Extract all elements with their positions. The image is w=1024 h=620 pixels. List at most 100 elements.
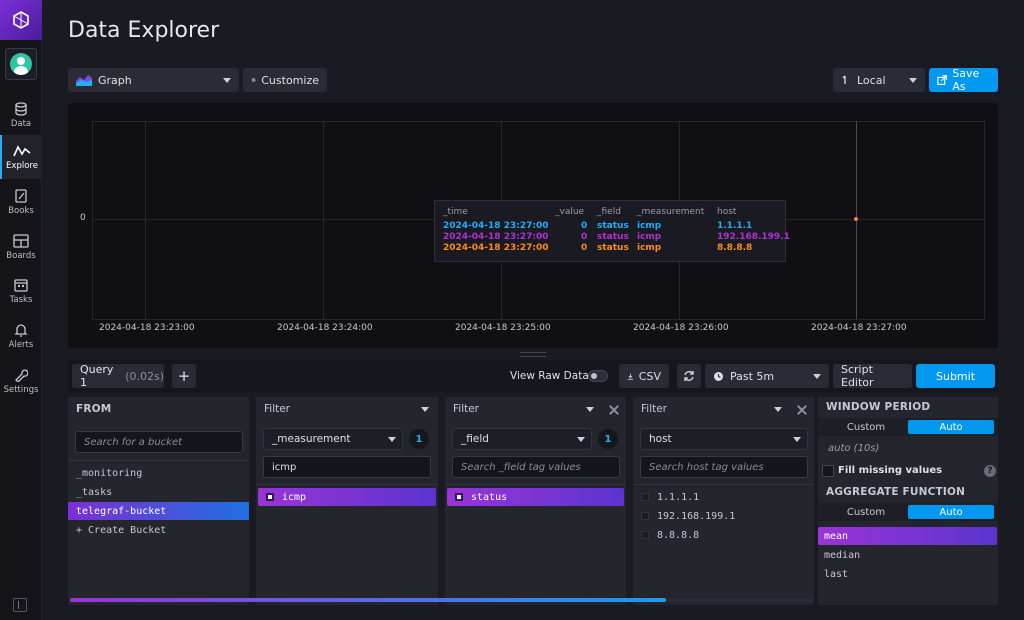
create-bucket-link[interactable]: + Create Bucket xyxy=(76,524,167,536)
resize-handle[interactable] xyxy=(520,352,546,357)
avatar-icon xyxy=(10,53,32,75)
fill-missing-checkbox[interactable] xyxy=(822,465,834,477)
filter-panel: Filter host Search host tag values 1.1.1… xyxy=(633,397,814,605)
auto-option[interactable]: Auto xyxy=(908,505,994,519)
export-icon xyxy=(937,75,948,85)
filter-value-selected[interactable]: icmp xyxy=(258,488,436,506)
add-query-button[interactable]: + xyxy=(172,364,196,388)
nav-item-explore[interactable]: Explore xyxy=(0,135,42,179)
filter-value-selected[interactable]: status xyxy=(447,488,624,506)
notebook-icon xyxy=(15,188,27,203)
filter-value-label: status xyxy=(471,491,508,503)
time-range-dropdown[interactable]: Past 5m xyxy=(705,364,829,388)
tooltip-host: 192.168.199.1 xyxy=(717,232,790,242)
filter-search-input[interactable]: Search _field tag values xyxy=(452,456,620,478)
custom-option[interactable]: Custom xyxy=(846,421,886,433)
save-as-button[interactable]: Save As xyxy=(929,67,998,93)
tooltip-field: status xyxy=(597,232,629,242)
filter-value[interactable]: 8.8.8.8 xyxy=(633,526,814,544)
nav-item-data[interactable]: Data xyxy=(0,93,42,137)
nav-label: Tasks xyxy=(9,294,33,305)
function-item[interactable]: median xyxy=(824,549,861,561)
database-icon xyxy=(15,101,27,116)
query-name: Query 1 xyxy=(80,363,114,389)
filter-key-dropdown[interactable]: _measurement xyxy=(263,428,403,450)
timezone-dropdown[interactable]: Local xyxy=(833,68,925,92)
tooltip-time: 2024-04-18 23:27:00 xyxy=(443,243,549,253)
dashboard-icon xyxy=(13,233,29,248)
nav-item-tasks[interactable]: Tasks xyxy=(0,269,42,313)
save-as-label: Save As xyxy=(952,67,980,93)
filter-key: _field xyxy=(461,433,489,445)
grid-line xyxy=(92,121,984,122)
page-title: Data Explorer xyxy=(68,18,220,43)
nav-item-settings[interactable]: Settings xyxy=(0,359,42,403)
left-nav: Data Explore Books Boards Tasks Alerts S… xyxy=(0,0,42,620)
nav-item-boards[interactable]: Boards xyxy=(0,225,42,269)
auto-option[interactable]: Auto xyxy=(908,420,994,434)
data-point xyxy=(854,217,858,221)
submit-button[interactable]: Submit xyxy=(916,364,995,388)
filter-value[interactable]: 192.168.199.1 xyxy=(633,507,814,525)
from-header: FROM xyxy=(76,403,112,415)
help-icon[interactable]: ? xyxy=(984,465,996,477)
grid-line xyxy=(92,121,93,319)
function-item[interactable]: last xyxy=(824,568,849,580)
graph-type-dropdown[interactable]: Graph xyxy=(68,68,239,92)
customize-button[interactable]: Customize xyxy=(243,68,327,92)
x-tick-label: 2024-04-18 23:23:00 xyxy=(99,323,195,333)
divider xyxy=(633,484,814,485)
graph-panel[interactable]: 0 2024-04-18 23:23:00 2024-04-18 23:24:0… xyxy=(68,103,998,348)
graph-type-label: Graph xyxy=(98,73,132,87)
graph-tooltip: _time _value _field _measurement host 20… xyxy=(434,200,790,262)
divider xyxy=(445,484,626,485)
scrollbar-thumb[interactable] xyxy=(70,598,666,602)
filter-search-input[interactable]: Search host tag values xyxy=(640,456,808,478)
query-tab[interactable]: Query 1 (0.02s) xyxy=(72,363,164,389)
gear-icon xyxy=(251,78,256,82)
bucket-item[interactable]: _tasks xyxy=(76,486,113,498)
influx-logo-icon[interactable] xyxy=(0,0,42,40)
filter-header: Filter xyxy=(264,403,291,415)
nav-label: Alerts xyxy=(8,339,34,350)
chevron-down-icon xyxy=(388,437,396,442)
bucket-item-selected[interactable]: telegraf-bucket xyxy=(68,502,249,520)
collapse-nav-icon[interactable] xyxy=(13,598,27,612)
x-tick-label: 2024-04-18 23:27:00 xyxy=(811,323,907,333)
nav-label: Boards xyxy=(6,250,36,261)
filter-value-label: 1.1.1.1 xyxy=(657,491,700,503)
chevron-down-icon xyxy=(793,437,801,442)
csv-label: CSV xyxy=(638,369,661,383)
auto-period-value: auto (10s) xyxy=(828,443,880,454)
filter-key-dropdown[interactable]: host xyxy=(640,428,808,450)
chevron-down-icon[interactable] xyxy=(774,407,782,412)
close-icon[interactable] xyxy=(609,405,619,415)
tooltip-host: 8.8.8.8 xyxy=(717,243,753,253)
nav-item-alerts[interactable]: Alerts xyxy=(0,314,42,358)
refresh-button[interactable] xyxy=(677,364,701,388)
aggregate-toggle: Custom Auto xyxy=(818,503,998,521)
filter-key-dropdown[interactable]: _field xyxy=(452,428,592,450)
tooltip-value: 0 xyxy=(581,243,588,253)
user-avatar[interactable] xyxy=(5,48,37,80)
chevron-down-icon[interactable] xyxy=(586,407,594,412)
view-raw-toggle[interactable] xyxy=(588,370,608,382)
bucket-item[interactable]: _monitoring xyxy=(76,467,143,479)
nav-item-books[interactable]: Books xyxy=(0,180,42,224)
bucket-search-input[interactable]: Search for a bucket xyxy=(75,431,243,453)
csv-button[interactable]: CSV xyxy=(619,364,669,388)
tooltip-time: 2024-04-18 23:27:00 xyxy=(443,221,549,231)
filter-value-label: 192.168.199.1 xyxy=(657,510,736,522)
close-icon[interactable] xyxy=(797,405,807,415)
chevron-down-icon[interactable] xyxy=(421,407,429,412)
window-period-toggle: Custom Auto xyxy=(818,418,998,436)
tooltip-header: _value xyxy=(555,207,585,217)
filter-value[interactable]: 1.1.1.1 xyxy=(633,488,814,506)
script-editor-button[interactable]: Script Editor xyxy=(833,363,912,389)
function-item-selected[interactable]: mean xyxy=(818,527,997,545)
custom-option[interactable]: Custom xyxy=(846,506,886,518)
filter-search-input[interactable]: icmp xyxy=(263,456,431,478)
checkbox-checked xyxy=(455,493,463,501)
timezone-label: Local xyxy=(857,73,886,87)
x-tick-label: 2024-04-18 23:26:00 xyxy=(633,323,729,333)
